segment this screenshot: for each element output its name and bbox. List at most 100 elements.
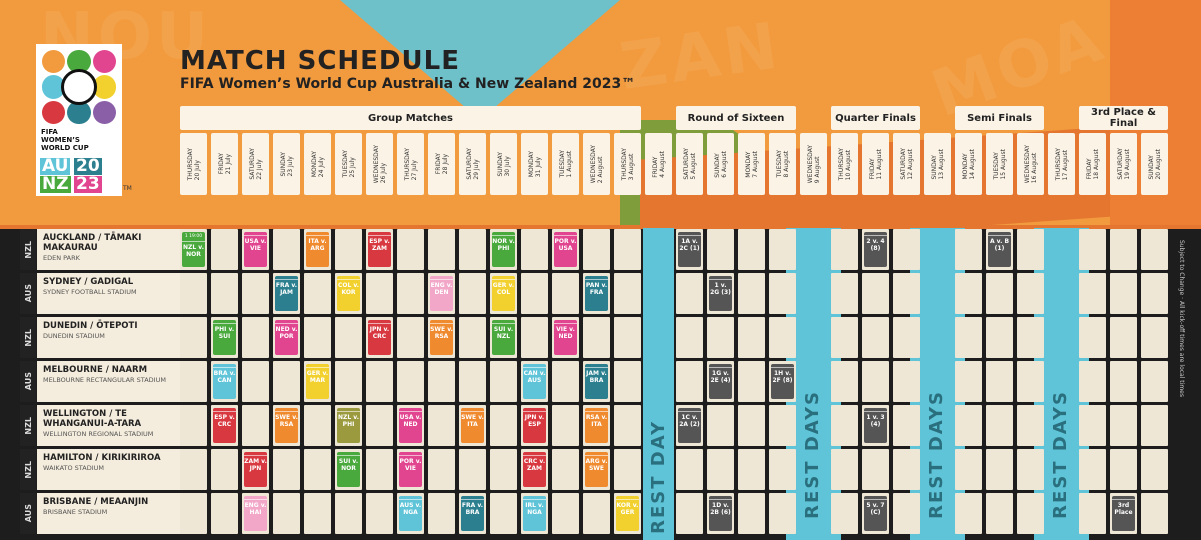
schedule-cell: [831, 493, 858, 534]
match-card[interactable]: 1 19:00 NZL v. NOR: [182, 232, 205, 267]
match-card[interactable]: 1 v. 2G (3): [709, 276, 732, 311]
venue-row: NZL WELLINGTON / TE WHANGANUI-A-TARA WELLI…: [20, 405, 1170, 446]
schedule-cell: [521, 317, 548, 358]
match-card[interactable]: ENG v. HAI: [244, 496, 267, 531]
match-card[interactable]: A v. B (1): [988, 232, 1011, 267]
match-card[interactable]: SUI v. NZL: [492, 320, 515, 355]
schedule-cell: [1141, 361, 1168, 402]
date-header: MONDAY 24 July: [304, 133, 331, 195]
match-card[interactable]: RSA v. ITA: [585, 408, 608, 443]
match-card[interactable]: BRA v. CAN: [213, 364, 236, 399]
date-label: TUESDAY 8 August: [775, 150, 790, 178]
match-card[interactable]: 1C v. 2A (2): [678, 408, 701, 443]
match-card[interactable]: ARG v. SWE: [585, 452, 608, 487]
match-teams: ITA v. ARG: [308, 238, 327, 252]
match-number: [864, 498, 887, 500]
match-card[interactable]: NED v. POR: [275, 320, 298, 355]
schedule-cell: [986, 317, 1013, 358]
match-card[interactable]: USA v. NED: [399, 408, 422, 443]
match-card[interactable]: ENG v. DEN: [430, 276, 453, 311]
match-number: [616, 498, 639, 500]
country-code: AUS: [20, 273, 36, 314]
venue-name-cell: SYDNEY / GADIGAL SYDNEY FOOTBALL STADIUM: [37, 273, 195, 314]
match-card[interactable]: FRA v. BRA: [461, 496, 484, 531]
date-header: SATURDAY 12 August: [893, 133, 920, 195]
match-card[interactable]: SWE v. RSA: [275, 408, 298, 443]
match-card[interactable]: SWE v. RSA: [430, 320, 453, 355]
match-card[interactable]: CAN v. AUS: [523, 364, 546, 399]
match-card[interactable]: NOR v. PHI: [492, 232, 515, 267]
schedule-cell: [521, 229, 548, 270]
match-number: [771, 366, 794, 368]
match-card[interactable]: 1D v. 2B (6): [709, 496, 732, 531]
match-card[interactable]: NZL v. PHI: [337, 408, 360, 443]
schedule-cell: [1079, 493, 1106, 534]
match-card[interactable]: 1 v. 3 (4): [864, 408, 887, 443]
match-card[interactable]: 1A v. 2C (1): [678, 232, 701, 267]
match-card[interactable]: POR v. USA: [554, 232, 577, 267]
match-card[interactable]: GER v. COL: [492, 276, 515, 311]
match-card[interactable]: 3rd Place: [1112, 496, 1135, 531]
match-teams: 2 v. 4 (8): [866, 238, 885, 252]
match-card[interactable]: FRA v. JAM: [275, 276, 298, 311]
schedule-cell: [986, 493, 1013, 534]
schedule-cell: [552, 361, 579, 402]
match-card[interactable]: COL v. KOR: [337, 276, 360, 311]
match-card[interactable]: USA v. VIE: [244, 232, 267, 267]
schedule-cell: [242, 273, 269, 314]
match-card[interactable]: 5 v. 7 (C): [864, 496, 887, 531]
match-number: [554, 234, 577, 236]
match-card[interactable]: PHI v. SUI: [213, 320, 236, 355]
match-teams: 3rd Place: [1114, 502, 1133, 516]
venue-name-cell: HAMILTON / KIRIKIRIROA WAIKATO STADIUM: [37, 449, 195, 490]
schedule-cell: [490, 449, 517, 490]
match-card[interactable]: SUI v. NOR: [337, 452, 360, 487]
match-card[interactable]: KOR v. GER: [616, 496, 639, 531]
date-label: SATURDAY 22 July: [248, 148, 263, 180]
match-card[interactable]: JPN v. CRC: [368, 320, 391, 355]
schedule-cell: [1017, 229, 1044, 270]
schedule-cell: [1141, 317, 1168, 358]
match-card[interactable]: ITA v. ARG: [306, 232, 329, 267]
match-card[interactable]: POR v. VIE: [399, 452, 422, 487]
date-label: SUNDAY 13 August: [930, 148, 945, 180]
match-card[interactable]: JPN v. ESP: [523, 408, 546, 443]
match-card[interactable]: PAN v. FRA: [585, 276, 608, 311]
schedule-cell: [893, 405, 920, 446]
match-card[interactable]: GER v. MAR: [306, 364, 329, 399]
match-teams: JPN v. ESP: [524, 414, 545, 428]
date-header: SATURDAY 22 July: [242, 133, 269, 195]
schedule-cell: [955, 317, 982, 358]
decor-triangle: [340, 0, 620, 120]
match-card[interactable]: CRC v. ZAM: [523, 452, 546, 487]
date-header: TUESDAY 8 August: [769, 133, 796, 195]
match-card[interactable]: SWE v. ITA: [461, 408, 484, 443]
schedule-cell: [366, 361, 393, 402]
match-card[interactable]: ZAM v. JPN: [244, 452, 267, 487]
match-teams: ENG v. HAI: [244, 502, 267, 516]
match-card[interactable]: 1G v. 2E (4): [709, 364, 732, 399]
logo-au-nz-2023: AU 20 NZ 23: [40, 156, 102, 194]
match-teams: 1 v. 3 (4): [866, 414, 885, 428]
match-number: [678, 234, 701, 236]
match-teams: KOR v. GER: [616, 502, 639, 516]
match-card[interactable]: 2 v. 4 (8): [864, 232, 887, 267]
match-number: [213, 322, 236, 324]
match-card[interactable]: ESP v. ZAM: [368, 232, 391, 267]
country-code: NZL: [20, 317, 36, 358]
match-card[interactable]: ESP v. CRC: [213, 408, 236, 443]
match-card[interactable]: IRL v. NGA: [523, 496, 546, 531]
match-teams: 5 v. 7 (C): [866, 502, 885, 516]
match-number: [988, 234, 1011, 236]
phase-header: Group Matches: [180, 106, 641, 130]
subject-to-change-note: Subject to Change · All kick-off times a…: [1178, 240, 1185, 397]
schedule-cell: [1110, 229, 1137, 270]
match-teams: NED v. POR: [275, 326, 298, 340]
date-header: TUESDAY 1 August: [552, 133, 579, 195]
match-card[interactable]: AUS v. NGA: [399, 496, 422, 531]
match-card[interactable]: JAM v. BRA: [585, 364, 608, 399]
match-card[interactable]: 1H v. 2F (8): [771, 364, 794, 399]
match-teams: POR v. VIE: [399, 458, 422, 472]
match-card[interactable]: VIE v. NED: [554, 320, 577, 355]
